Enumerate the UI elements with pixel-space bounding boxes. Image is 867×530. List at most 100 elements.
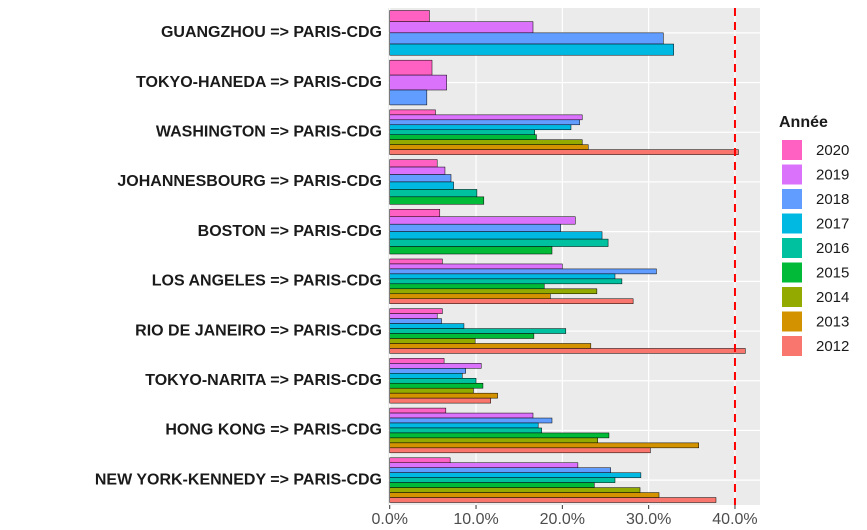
y-tick-label: TOKYO-HANEDA => PARIS-CDG	[136, 74, 382, 91]
bar	[389, 482, 595, 488]
bar	[389, 288, 598, 295]
bar	[389, 447, 651, 454]
y-tick-label: TOKYO-NARITA => PARIS-CDG	[145, 372, 382, 389]
bar	[389, 427, 542, 434]
bar	[389, 10, 430, 22]
bar	[389, 442, 699, 449]
legend-label: 2016	[816, 240, 849, 257]
bar	[389, 477, 616, 483]
bar	[389, 144, 589, 150]
bar	[389, 149, 739, 155]
bar	[389, 159, 438, 168]
legend-label: 2017	[816, 215, 849, 232]
legend-label: 2018	[816, 191, 849, 208]
bar	[389, 492, 660, 498]
bar	[389, 119, 580, 126]
x-tick-label: 0.0%	[371, 511, 407, 528]
bar	[389, 278, 623, 285]
bar	[389, 328, 567, 334]
bar	[389, 32, 664, 45]
x-tick-label: 40.0%	[712, 511, 757, 528]
legend-key	[782, 213, 802, 234]
bar	[389, 258, 443, 265]
bar	[389, 139, 583, 145]
bar	[389, 318, 442, 324]
bar	[389, 333, 535, 339]
legend-key	[782, 287, 802, 307]
bar	[389, 268, 657, 275]
bar	[389, 238, 609, 247]
bar	[389, 323, 465, 329]
bar	[389, 358, 445, 364]
bar	[389, 417, 553, 424]
legend-label: 2020	[816, 142, 849, 159]
bar	[389, 373, 463, 379]
bar	[389, 467, 611, 473]
bar	[389, 382, 484, 389]
y-tick-label: NEW YORK-KENNEDY => PARIS-CDG	[95, 471, 382, 488]
y-tick-label: RIO DE JANEIRO => PARIS-CDG	[135, 322, 382, 339]
bar	[389, 231, 603, 240]
legend-key	[782, 189, 802, 209]
legend-key	[782, 140, 802, 160]
bar	[389, 129, 535, 135]
bar	[389, 124, 572, 131]
bar	[389, 497, 717, 503]
bar	[389, 472, 642, 478]
bar	[389, 223, 561, 232]
bar	[389, 293, 551, 299]
bar	[389, 181, 454, 190]
bar	[389, 392, 498, 399]
bar	[389, 298, 634, 304]
legend-title: Année	[779, 114, 828, 131]
y-tick-label: WASHINGTON => PARIS-CDG	[156, 123, 382, 140]
bar	[389, 273, 616, 280]
y-tick-label: GUANGZHOU => PARIS-CDG	[161, 24, 382, 41]
legend-label: 2019	[816, 166, 849, 183]
bar	[389, 407, 447, 414]
bar	[389, 174, 452, 183]
bar	[389, 189, 478, 198]
bar	[389, 368, 466, 374]
bar	[389, 216, 576, 225]
bar	[389, 74, 447, 91]
bar	[389, 338, 476, 344]
bar	[389, 196, 485, 205]
y-tick-label: LOS ANGELES => PARIS-CDG	[152, 273, 382, 290]
x-tick-label: 20.0%	[540, 511, 585, 528]
bar	[389, 363, 482, 369]
bar	[389, 59, 433, 76]
bar	[389, 43, 674, 56]
bar	[389, 114, 583, 121]
legend-key	[782, 311, 802, 332]
bar	[389, 457, 451, 464]
y-tick-label: HONG KONG => PARIS-CDG	[165, 422, 382, 439]
y-tick-label: BOSTON => PARIS-CDG	[198, 223, 382, 240]
bar	[389, 462, 579, 468]
bar	[389, 109, 436, 116]
bar	[389, 263, 563, 270]
bar	[389, 378, 477, 384]
bar	[389, 432, 610, 439]
bar	[389, 166, 446, 175]
bar	[389, 422, 539, 429]
bar	[389, 343, 592, 349]
y-tick-label: JOHANNESBOURG => PARIS-CDG	[117, 173, 382, 190]
bar	[389, 313, 438, 319]
bar	[389, 397, 491, 404]
legend-key	[782, 238, 802, 258]
bar	[389, 412, 534, 419]
legend-label: 2012	[816, 338, 849, 355]
bar	[389, 246, 553, 255]
legend-key	[782, 164, 802, 185]
legend-label: 2014	[816, 289, 849, 306]
bar	[389, 437, 598, 444]
bar	[389, 134, 537, 140]
bar	[389, 21, 534, 34]
bar	[389, 89, 428, 106]
bar	[389, 283, 545, 290]
bar	[389, 348, 746, 354]
x-tick-label: 10.0%	[453, 511, 498, 528]
legend-label: 2013	[816, 313, 849, 330]
